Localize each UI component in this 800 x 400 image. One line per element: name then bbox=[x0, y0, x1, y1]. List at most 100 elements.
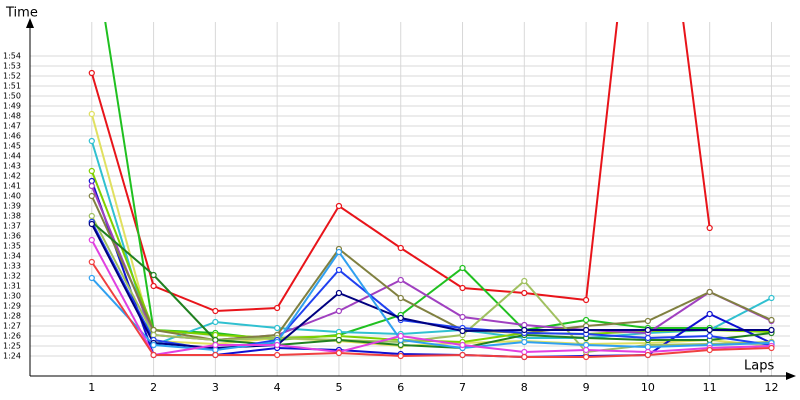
point-marker bbox=[644, 334, 651, 342]
point-marker bbox=[335, 248, 343, 256]
point-marker bbox=[150, 271, 157, 279]
point-marker bbox=[335, 289, 343, 297]
y-tick-label: 1:47 bbox=[3, 122, 21, 131]
y-tick-label: 1:35 bbox=[3, 242, 21, 251]
point-marker bbox=[212, 341, 219, 349]
point-marker bbox=[212, 331, 219, 339]
x-tick-label: 6 bbox=[397, 381, 404, 394]
point-marker bbox=[644, 351, 651, 359]
point-marker bbox=[768, 294, 775, 302]
y-tick-label: 1:49 bbox=[3, 102, 21, 111]
point-marker bbox=[521, 277, 528, 285]
y-tick-label: 1:44 bbox=[3, 152, 21, 161]
point-marker bbox=[459, 341, 466, 349]
point-marker bbox=[459, 284, 466, 292]
point-marker bbox=[335, 349, 343, 357]
point-marker bbox=[706, 288, 713, 296]
point-marker bbox=[212, 336, 219, 344]
point-marker bbox=[459, 327, 466, 335]
y-tick-label: 1:40 bbox=[3, 192, 21, 201]
x-tick-label: 9 bbox=[583, 381, 590, 394]
point-marker bbox=[88, 212, 95, 220]
point-marker bbox=[397, 294, 404, 302]
point-marker bbox=[459, 264, 466, 272]
point-marker bbox=[459, 313, 466, 321]
y-tick-label: 1:30 bbox=[3, 292, 21, 301]
series-line bbox=[91, 221, 772, 350]
point-marker bbox=[706, 332, 713, 340]
y-tick-label: 1:52 bbox=[3, 72, 21, 81]
y-tick-label: 1:27 bbox=[3, 322, 21, 331]
y-tick-label: 1:43 bbox=[3, 162, 21, 171]
point-marker bbox=[335, 307, 343, 315]
point-marker bbox=[768, 326, 775, 334]
point-marker bbox=[706, 346, 713, 354]
x-tick-label: 4 bbox=[274, 381, 281, 394]
point-marker bbox=[397, 276, 404, 284]
series-line bbox=[90, 215, 772, 354]
x-tick-label: 8 bbox=[521, 381, 528, 394]
point-marker bbox=[706, 326, 713, 334]
point-marker bbox=[768, 316, 775, 324]
point-marker bbox=[150, 326, 157, 334]
point-marker bbox=[88, 236, 95, 244]
point-marker bbox=[88, 182, 95, 190]
point-marker bbox=[274, 324, 281, 332]
point-marker bbox=[459, 351, 466, 359]
point-marker bbox=[212, 351, 219, 359]
x-tick-label: 5 bbox=[335, 381, 342, 394]
point-marker bbox=[582, 353, 590, 361]
point-marker bbox=[150, 282, 157, 290]
y-axis-title: Time bbox=[5, 6, 38, 21]
point-marker bbox=[582, 326, 590, 334]
point-marker bbox=[768, 344, 775, 352]
point-marker bbox=[582, 316, 590, 324]
y-tick-label: 1:54 bbox=[3, 52, 21, 61]
series-line bbox=[90, 261, 772, 358]
x-axis-arrow bbox=[786, 372, 796, 380]
series-line bbox=[90, 239, 772, 357]
x-tick-label: 7 bbox=[459, 381, 466, 394]
point-marker bbox=[212, 307, 219, 315]
x-tick-label: 2 bbox=[150, 381, 157, 394]
point-marker bbox=[212, 318, 219, 326]
y-tick-label: 1:33 bbox=[3, 262, 21, 271]
ticks: 1:241:251:261:271:281:291:301:311:321:33… bbox=[3, 52, 778, 395]
y-tick-label: 1:32 bbox=[3, 272, 21, 281]
series-line bbox=[90, 140, 772, 347]
point-marker bbox=[212, 346, 219, 354]
point-marker bbox=[274, 341, 281, 349]
x-tick-label: 1 bbox=[88, 381, 95, 394]
point-marker bbox=[582, 346, 590, 354]
point-marker bbox=[88, 110, 95, 118]
y-tick-label: 1:51 bbox=[3, 82, 21, 91]
x-tick-label: 12 bbox=[764, 381, 778, 394]
x-tick-label: 11 bbox=[703, 381, 717, 394]
y-tick-label: 1:24 bbox=[3, 352, 21, 361]
y-tick-label: 1:29 bbox=[3, 302, 21, 311]
point-marker bbox=[88, 258, 95, 266]
point-marker bbox=[274, 351, 281, 359]
point-marker bbox=[150, 331, 157, 339]
point-marker bbox=[521, 348, 528, 356]
y-tick-label: 1:50 bbox=[3, 92, 21, 101]
point-marker bbox=[521, 321, 528, 329]
series-line bbox=[91, 250, 772, 352]
point-marker bbox=[88, 69, 95, 77]
point-marker bbox=[644, 343, 651, 351]
y-tick-label: 1:28 bbox=[3, 312, 21, 321]
y-tick-label: 1:53 bbox=[3, 62, 21, 71]
point-marker bbox=[335, 202, 343, 210]
y-tick-label: 1:41 bbox=[3, 182, 21, 191]
y-tick-label: 1:39 bbox=[3, 202, 21, 211]
series-line bbox=[104, 22, 772, 342]
y-tick-label: 1:25 bbox=[3, 342, 21, 351]
point-marker bbox=[706, 224, 713, 232]
point-marker bbox=[335, 266, 343, 274]
point-marker bbox=[88, 274, 95, 282]
y-tick-label: 1:36 bbox=[3, 232, 21, 241]
y-tick-label: 1:34 bbox=[3, 252, 21, 261]
plot-area bbox=[88, 22, 775, 361]
point-marker bbox=[88, 167, 95, 175]
